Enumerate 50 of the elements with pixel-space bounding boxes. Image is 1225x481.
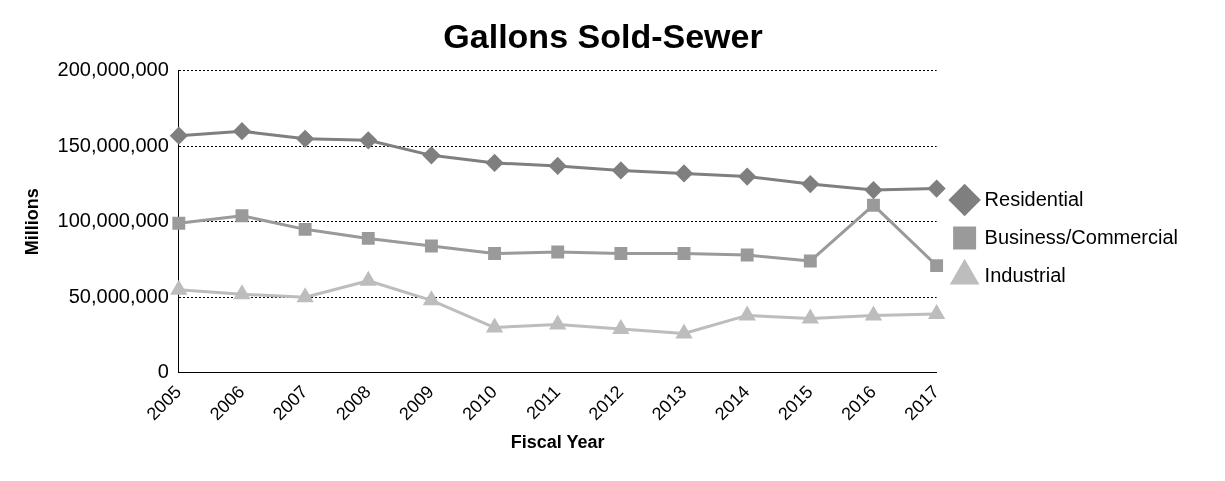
point	[551, 245, 565, 259]
point	[361, 231, 375, 245]
point	[235, 209, 249, 223]
point	[612, 161, 630, 179]
legend-label: Industrial	[984, 263, 1066, 286]
y-tick-label: 0	[157, 360, 169, 383]
point	[613, 320, 629, 335]
point	[740, 248, 754, 262]
y-tick-label: 50,000,000	[68, 284, 169, 307]
x-axis-title: Fiscal Year	[510, 432, 605, 453]
point	[867, 198, 880, 212]
point	[360, 272, 376, 286]
point	[233, 122, 251, 140]
point	[424, 239, 438, 253]
point	[614, 247, 628, 260]
point	[677, 247, 691, 260]
point	[234, 285, 250, 300]
point	[298, 222, 312, 236]
point	[676, 325, 692, 339]
point	[487, 319, 503, 333]
point	[865, 306, 882, 321]
y-axis-title: Millions	[21, 188, 42, 256]
point	[739, 306, 755, 321]
point	[486, 154, 504, 172]
y-tick-label: 100,000,000	[57, 209, 169, 232]
point	[422, 146, 440, 164]
y-tick-label: 200,000,000	[57, 58, 169, 81]
chart-title: Gallons Sold-Sewer	[443, 16, 763, 55]
point	[802, 309, 818, 324]
point	[488, 247, 502, 260]
point	[172, 216, 186, 230]
point	[170, 127, 188, 145]
point	[928, 180, 946, 198]
point	[549, 157, 567, 175]
point	[171, 281, 187, 295]
point	[930, 259, 944, 273]
point	[550, 315, 566, 330]
point	[738, 168, 756, 185]
y-tick-label: 150,000,000	[57, 133, 169, 156]
point	[296, 130, 314, 148]
point	[929, 305, 945, 319]
point	[675, 164, 693, 182]
point	[359, 131, 377, 149]
point	[864, 181, 882, 199]
legend-label: Residential	[984, 187, 1084, 210]
legend-label: Business/Commercial	[984, 225, 1178, 248]
point	[803, 254, 817, 268]
point	[297, 288, 313, 303]
point	[423, 291, 439, 306]
point	[801, 175, 819, 193]
